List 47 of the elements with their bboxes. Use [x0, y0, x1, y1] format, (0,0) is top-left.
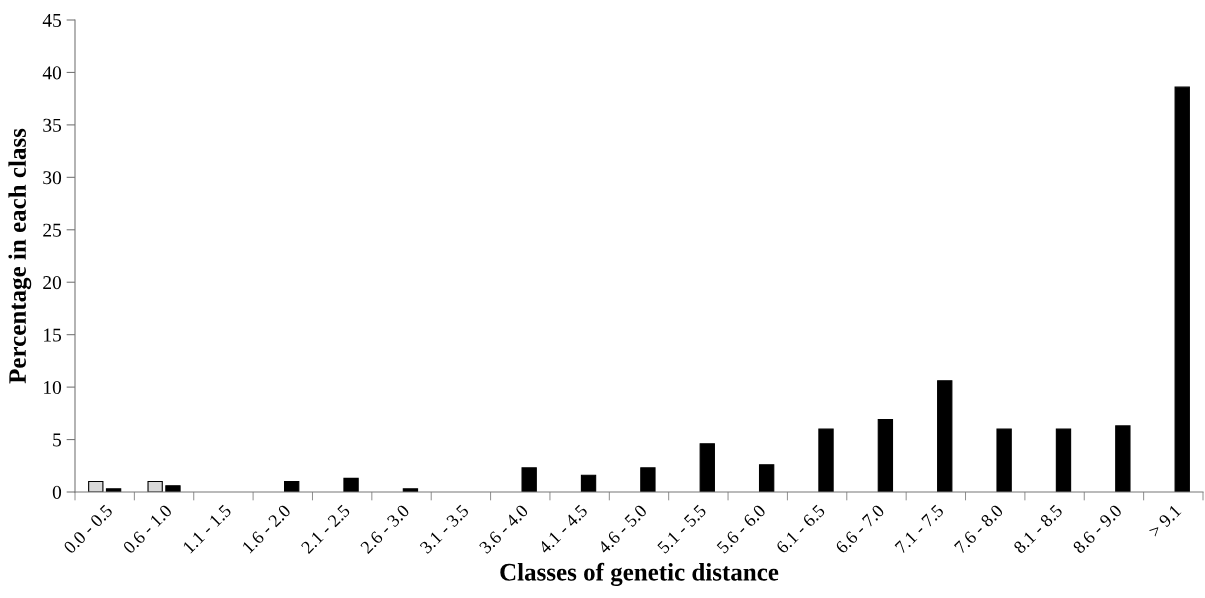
- x-tick-label: 0.0 - 0.5: [62, 503, 114, 555]
- bar: [818, 428, 834, 492]
- x-axis-title: Classes of genetic distance: [500, 562, 779, 586]
- x-tick-label: 4.6 - 5.0: [597, 503, 648, 555]
- y-tick-label: 30: [43, 171, 62, 185]
- bar: [343, 477, 359, 492]
- x-tick-label: 2.6 - 3.0: [359, 503, 411, 555]
- x-tick-label: 6.6 - 7.0: [834, 503, 886, 555]
- x-tick-label: 5.6 - 6.0: [716, 503, 767, 554]
- bar: [996, 428, 1012, 492]
- y-tick-label: 10: [44, 380, 62, 395]
- x-tick-label: > 9.1: [1148, 504, 1182, 538]
- bar: [937, 380, 953, 492]
- x-tick-label: 2.1 - 2.5: [300, 504, 351, 555]
- x-tick-label: 3.1 - 3.5: [419, 504, 470, 555]
- x-tick-label: 1.6 - 2.0: [241, 503, 292, 554]
- bar: [1055, 428, 1072, 492]
- x-tick-label: 4.1 - 4.5: [537, 504, 589, 555]
- x-tick-label: 3.6 - 4.0: [478, 503, 529, 555]
- bar: [1174, 86, 1190, 492]
- bar: [580, 474, 597, 492]
- x-tick-label: 5.1 - 5.5: [656, 504, 707, 554]
- y-axis-title: Percentage in each class: [8, 128, 32, 384]
- bar: [758, 464, 775, 492]
- bar: [877, 419, 894, 492]
- bar: [640, 467, 656, 492]
- bar: [165, 485, 181, 492]
- bar: [699, 443, 715, 492]
- y-tick-label: 25: [43, 223, 62, 237]
- x-tick-label: 6.1 - 6.5: [775, 504, 826, 555]
- x-tick-label: 1.1 - 1.5: [182, 504, 232, 554]
- x-tick-label: 7.6 - 8.0: [953, 503, 1004, 554]
- x-tick-label: 8.1 - 8.5: [1012, 503, 1064, 555]
- bar: [88, 480, 104, 492]
- x-tick-label: 0.6 - 1.0: [122, 503, 173, 555]
- y-tick-label: 20: [43, 276, 62, 290]
- bar: [521, 467, 537, 492]
- y-tick-label: 0: [52, 485, 62, 499]
- y-tick-label: 5: [53, 433, 62, 447]
- y-tick-label: 15: [44, 328, 62, 342]
- y-tick-label: 40: [42, 66, 62, 80]
- bar: [1115, 425, 1131, 492]
- x-tick-label: 8.6 - 9.0: [1072, 503, 1123, 555]
- x-tick-label: 7.1 - 7.5: [894, 504, 945, 554]
- y-tick-label: 45: [42, 13, 62, 27]
- bar: [147, 480, 163, 492]
- y-tick-label: 35: [43, 118, 62, 132]
